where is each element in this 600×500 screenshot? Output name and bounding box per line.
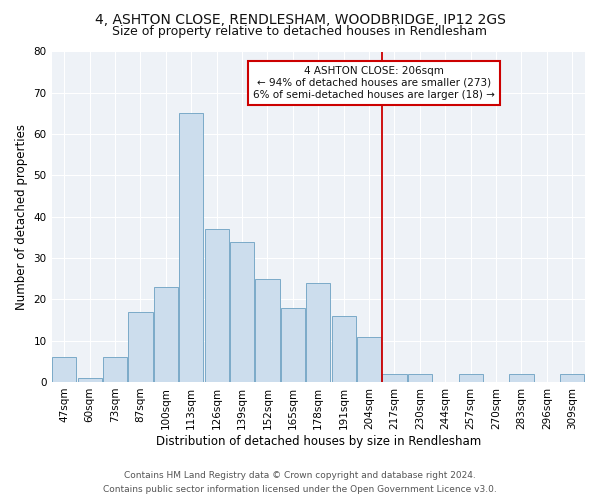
Text: 4 ASHTON CLOSE: 206sqm
← 94% of detached houses are smaller (273)
6% of semi-det: 4 ASHTON CLOSE: 206sqm ← 94% of detached… [253,66,495,100]
Text: Size of property relative to detached houses in Rendlesham: Size of property relative to detached ho… [113,25,487,38]
Bar [205,229,229,382]
Y-axis label: Number of detached properties: Number of detached properties [15,124,28,310]
Bar [52,357,76,382]
Bar [408,374,432,382]
Text: 4, ASHTON CLOSE, RENDLESHAM, WOODBRIDGE, IP12 2GS: 4, ASHTON CLOSE, RENDLESHAM, WOODBRIDGE,… [95,12,505,26]
Bar [382,374,407,382]
Bar [179,114,203,382]
Bar [128,312,152,382]
Bar [77,378,102,382]
X-axis label: Distribution of detached houses by size in Rendlesham: Distribution of detached houses by size … [155,434,481,448]
Bar [256,278,280,382]
Bar [103,357,127,382]
Bar [560,374,584,382]
Bar [509,374,533,382]
Bar [332,316,356,382]
Text: Contains HM Land Registry data © Crown copyright and database right 2024.
Contai: Contains HM Land Registry data © Crown c… [103,472,497,494]
Bar [306,283,331,382]
Bar [281,308,305,382]
Bar [458,374,483,382]
Bar [230,242,254,382]
Bar [154,287,178,382]
Bar [357,336,381,382]
